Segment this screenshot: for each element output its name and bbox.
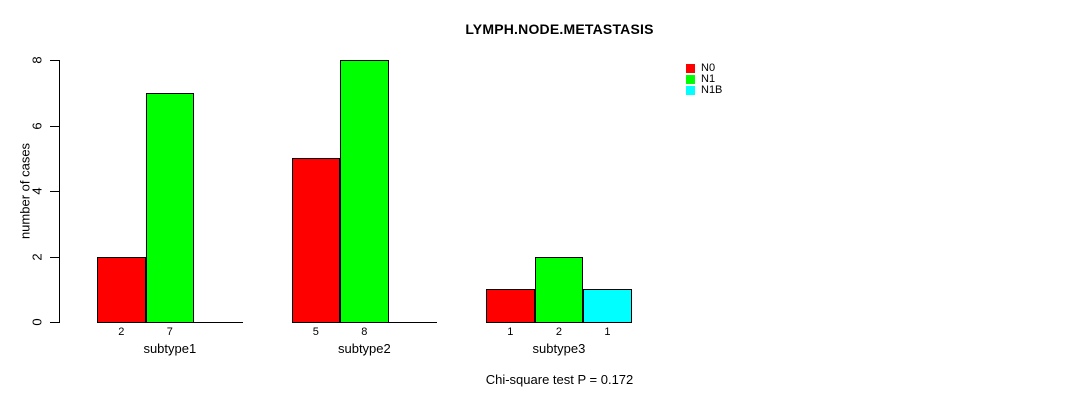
- bar-value-label: 5: [312, 326, 319, 338]
- bar-value-label: 1: [604, 326, 611, 338]
- y-tick-label: 2: [29, 252, 45, 261]
- chart-title: LYMPH.NODE.METASTASIS: [465, 21, 654, 37]
- bar-value-label: 1: [507, 326, 514, 338]
- bar-subtype1-N1: [145, 92, 195, 323]
- chi-square-note: Chi-square test P = 0.172: [485, 372, 634, 387]
- y-tick-label: 6: [29, 121, 45, 130]
- y-tick: [50, 256, 59, 258]
- y-axis-line: [59, 60, 60, 323]
- bar-value-label: 2: [555, 326, 562, 338]
- y-tick-label: 4: [29, 187, 45, 195]
- category-label: subtype2: [337, 341, 391, 356]
- legend-swatch-N1: [686, 75, 695, 84]
- bar-value-label: 8: [361, 326, 368, 338]
- legend-swatch-N0: [686, 64, 695, 73]
- legend-label: N0: [701, 62, 716, 74]
- y-tick: [50, 191, 59, 192]
- y-tick: [50, 60, 59, 61]
- legend-row-N1: N1: [686, 73, 722, 85]
- legend-label: N1B: [701, 84, 723, 96]
- category-label: subtype1: [143, 341, 197, 356]
- bar-value-label: 7: [166, 326, 173, 338]
- legend-row-N1B: N1B: [686, 84, 723, 96]
- bar-subtype3-N1B: [583, 289, 632, 323]
- bar-subtype3-N0: [486, 289, 535, 323]
- y-tick-label: 0: [29, 318, 45, 326]
- bar-subtype1-N0: [97, 256, 146, 323]
- bar-value-label: 2: [118, 326, 125, 338]
- category-label: subtype3: [532, 341, 586, 356]
- legend-swatch-N1B: [686, 86, 695, 95]
- bar-subtype3-N1: [534, 256, 584, 323]
- y-tick: [50, 322, 59, 323]
- legend-label: N1: [701, 73, 716, 85]
- y-tick-label: 8: [29, 56, 45, 64]
- legend-row-N0: N0: [686, 62, 722, 74]
- y-tick: [50, 125, 59, 127]
- bar-subtype2-N1: [340, 60, 389, 323]
- legend: N0 N1 N1B: [686, 62, 723, 96]
- bar-subtype2-N0: [291, 158, 341, 323]
